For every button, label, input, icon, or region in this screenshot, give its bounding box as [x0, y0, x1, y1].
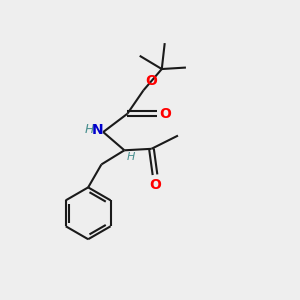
Text: O: O — [159, 107, 171, 121]
Text: H: H — [84, 123, 94, 136]
Text: O: O — [149, 178, 161, 192]
Text: O: O — [145, 74, 157, 88]
Text: H: H — [127, 152, 135, 162]
Text: N: N — [92, 123, 104, 137]
